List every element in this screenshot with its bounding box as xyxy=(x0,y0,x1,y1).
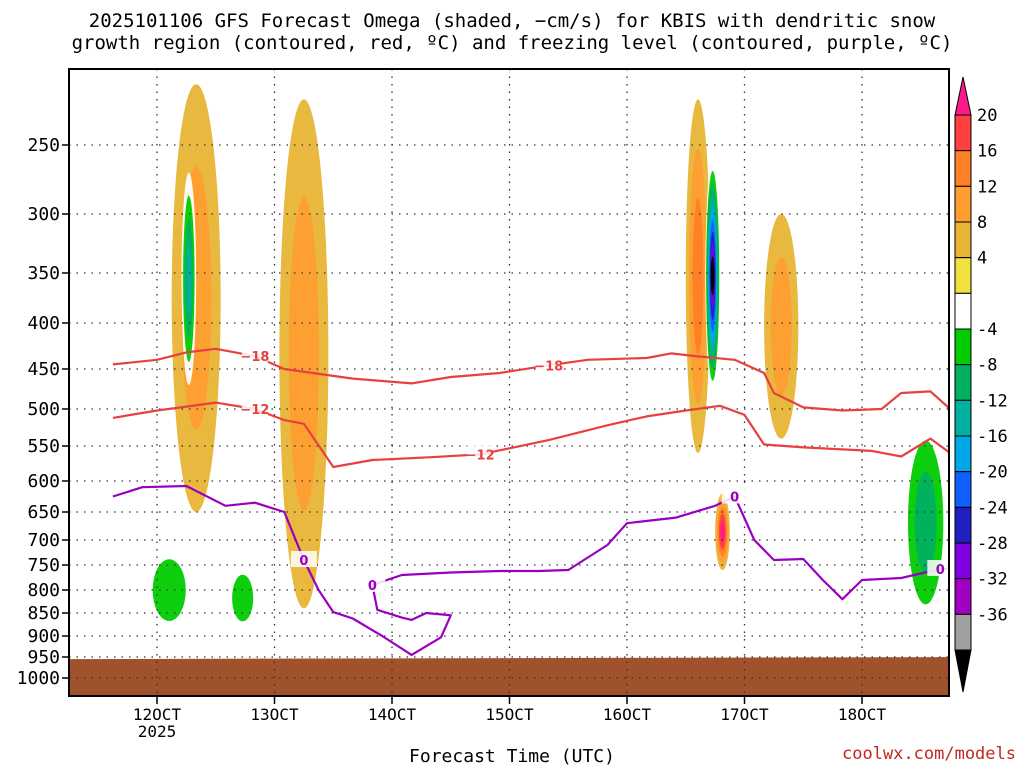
x-tick-label-18OCT: 18OCT xyxy=(838,705,887,724)
omega-region-lowlevel-sink xyxy=(142,540,197,641)
y-tick-label-900: 900 xyxy=(27,626,60,647)
x-tick-label-13OCT: 13OCT xyxy=(250,705,299,724)
colorbar-segment-13 xyxy=(954,542,972,580)
contour-label-minus-12-0: −12 xyxy=(240,403,269,418)
colorbar-label-20: 20 xyxy=(977,106,997,126)
colorbar-segment-15 xyxy=(954,613,972,651)
contour-label-zero-C-0: 0 xyxy=(299,554,308,569)
colorbar-segment-2 xyxy=(954,150,972,187)
colorbar-segment-12 xyxy=(954,506,972,544)
chart-title-line-2: growth region (contoured, red, ºC) and f… xyxy=(71,32,953,54)
chart-title-line-1: 2025101106 GFS Forecast Omega (shaded, −… xyxy=(88,10,936,32)
colorbar-segment-3 xyxy=(954,185,972,223)
y-tick-label-950: 950 xyxy=(27,647,60,668)
y-tick-label-750: 750 xyxy=(27,555,60,576)
contour-label-bg-minus-12-1 xyxy=(467,445,494,462)
x-tick-label-15OCT: 15OCT xyxy=(485,705,534,724)
colorbar-segment-14 xyxy=(954,578,972,615)
omega-region-early-ascent xyxy=(171,84,221,512)
colorbar-segment-1 xyxy=(954,114,972,152)
omega-band-day16-ascent-2 xyxy=(692,197,704,355)
colorbar-top-arrow xyxy=(954,76,972,116)
omega-band-lowlevel-sink-1 xyxy=(152,559,186,621)
y-tick-label-250: 250 xyxy=(27,135,60,156)
source-credit: coolwx.com/models xyxy=(842,744,1016,764)
contour-label-bg-minus-12-0 xyxy=(241,400,268,416)
omega-region-day16-sink-core xyxy=(705,158,721,393)
y-tick-label-800: 800 xyxy=(27,580,60,601)
colorbar-label-12: 12 xyxy=(977,177,997,197)
colorbar-label--12: -12 xyxy=(977,391,1008,411)
omega-region-day18-sink xyxy=(901,409,949,636)
contour-label-minus-12-1: −12 xyxy=(466,448,495,463)
y-tick-label-1000: 1000 xyxy=(17,668,60,689)
x-tick-sublabel: 2025 xyxy=(138,722,177,741)
y-tick-label-850: 850 xyxy=(27,603,60,624)
contour-label-minus-18-0: −18 xyxy=(240,350,269,365)
x-tick-label-17OCT: 17OCT xyxy=(720,705,769,724)
omega-region-day16-ascent xyxy=(685,99,711,453)
colorbar-label--8: -8 xyxy=(977,356,997,376)
omega-band-day16-sink-core-8 xyxy=(710,256,715,296)
x-axis-label: Forecast Time (UTC) xyxy=(409,746,615,767)
contour-label-zero-C-1: 0 xyxy=(368,579,377,594)
y-tick-label-450: 450 xyxy=(27,359,60,380)
colorbar-label--36: -36 xyxy=(977,605,1008,625)
contour-label-bg-zero-C-1 xyxy=(359,576,386,592)
colorbar-segment-8 xyxy=(954,364,972,401)
omega-band-day17-ascent-1 xyxy=(770,257,792,396)
colorbar-label--16: -16 xyxy=(977,427,1008,447)
contour-label-zero-C-2: 0 xyxy=(730,491,739,506)
colorbar-segment-4 xyxy=(954,221,972,259)
y-tick-label-550: 550 xyxy=(27,436,60,457)
omega-region-day13-ascent xyxy=(279,99,329,609)
contour-label-bg-zero-C-0 xyxy=(290,551,317,567)
contour-label-bg-minus-18-0 xyxy=(241,347,268,364)
y-tick-label-400: 400 xyxy=(27,313,60,334)
colorbar-label--24: -24 xyxy=(977,498,1008,518)
omega-band-lowlevel-sink-2-1 xyxy=(232,574,254,622)
x-tick-label-12OCT: 12OCT xyxy=(133,705,182,724)
colorbar: 20 16 12 8 4 -4 -8 -12 -16 -20 -24 -28 -32 -36 xyxy=(954,76,1008,693)
y-tick-label-600: 600 xyxy=(27,471,60,492)
colorbar-segment-10 xyxy=(954,435,972,473)
x-tick-label-16OCT: 16OCT xyxy=(603,705,652,724)
contour-label-bg-minus-18-1 xyxy=(535,356,562,373)
y-tick-label-700: 700 xyxy=(27,530,60,551)
colorbar-segment-7 xyxy=(954,328,972,366)
contour-label-bg-zero-C-2 xyxy=(721,487,748,504)
omega-band-day13-ascent-1 xyxy=(288,197,319,511)
y-tick-label-300: 300 xyxy=(27,204,60,225)
y-tick-label-650: 650 xyxy=(27,502,60,523)
y-tick-label-350: 350 xyxy=(27,263,60,284)
colorbar-segment-6 xyxy=(954,292,972,330)
omega-shading-layer xyxy=(69,84,949,696)
contour-label-bg-zero-C-3 xyxy=(927,560,949,576)
colorbar-label-8: 8 xyxy=(977,213,987,233)
omega-region-early-sink xyxy=(181,172,197,385)
omega-band-day18-sink-2 xyxy=(914,472,937,573)
omega-band-early-sink-3 xyxy=(186,241,192,316)
colorbar-label--28: -28 xyxy=(977,534,1008,554)
colorbar-label--32: -32 xyxy=(977,570,1008,590)
omega-region-day16-lowascent xyxy=(715,493,730,570)
omega-band-day16-lowascent-4 xyxy=(720,520,725,543)
x-tick-label-14OCT: 14OCT xyxy=(368,705,417,724)
colorbar-label-4: 4 xyxy=(977,249,987,269)
colorbar-segment-9 xyxy=(954,399,972,437)
contour-label-zero-C-3: 0 xyxy=(936,563,945,578)
omega-region-day17-ascent xyxy=(764,213,799,439)
omega-region-lowlevel-sink-2 xyxy=(225,560,260,636)
y-tick-label-500: 500 xyxy=(27,399,60,420)
colorbar-label--4: -4 xyxy=(977,320,997,340)
colorbar-segment-11 xyxy=(954,471,972,508)
colorbar-label-16: 16 xyxy=(977,142,997,162)
colorbar-segment-5 xyxy=(954,257,972,294)
contour-label-minus-18-1: −18 xyxy=(534,359,563,374)
colorbar-bottom-arrow xyxy=(954,649,972,693)
axes-layer: 2503003504004505005506006507007508008509… xyxy=(17,135,887,741)
colorbar-label--20: -20 xyxy=(977,463,1008,483)
